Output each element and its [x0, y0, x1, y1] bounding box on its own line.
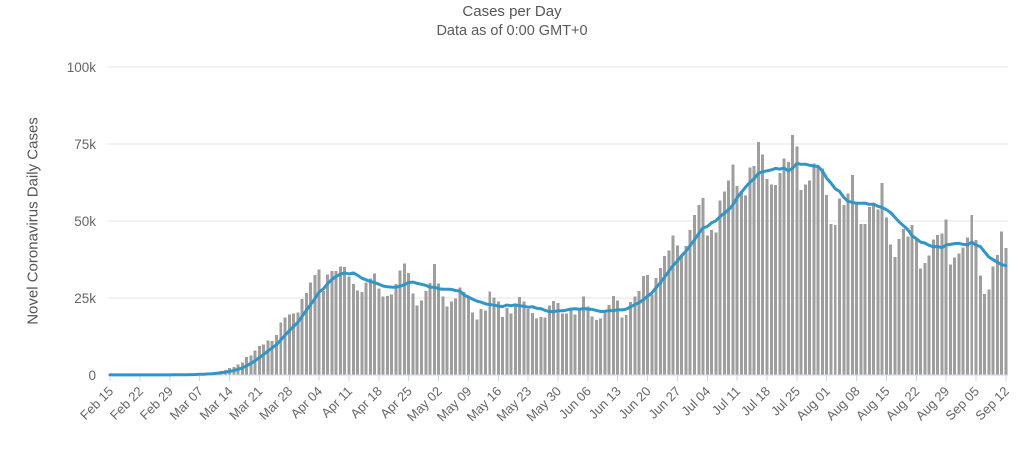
svg-text:Jun 06: Jun 06 — [556, 384, 594, 422]
svg-text:Apr 04: Apr 04 — [288, 384, 326, 422]
svg-text:Jul 18: Jul 18 — [738, 384, 773, 419]
svg-text:Sep 12: Sep 12 — [972, 384, 1012, 424]
svg-text:Jun 13: Jun 13 — [586, 384, 624, 422]
y-axis-labels: 0 25k 50k 75k 100k — [67, 60, 97, 383]
x-axis — [108, 374, 1008, 381]
svg-text:Jul 04: Jul 04 — [678, 384, 713, 419]
svg-text:100k: 100k — [67, 60, 97, 75]
svg-text:Mar 28: Mar 28 — [256, 384, 295, 423]
svg-text:50k: 50k — [74, 214, 96, 229]
moving-average-line — [108, 162, 1008, 377]
chart-title: Cases per Day — [462, 3, 562, 20]
svg-text:0: 0 — [88, 368, 96, 383]
svg-text:Apr 11: Apr 11 — [318, 384, 355, 421]
svg-text:Jun 27: Jun 27 — [645, 384, 683, 422]
svg-text:Apr 18: Apr 18 — [347, 384, 385, 422]
chart-subtitle: Data as of 0:00 GMT+0 — [436, 23, 588, 39]
svg-text:Jun 20: Jun 20 — [615, 384, 653, 422]
daily-cases-bars — [108, 134, 1008, 376]
svg-text:Jul 11: Jul 11 — [709, 384, 743, 418]
svg-text:25k: 25k — [74, 291, 96, 306]
svg-text:75k: 75k — [74, 137, 96, 152]
